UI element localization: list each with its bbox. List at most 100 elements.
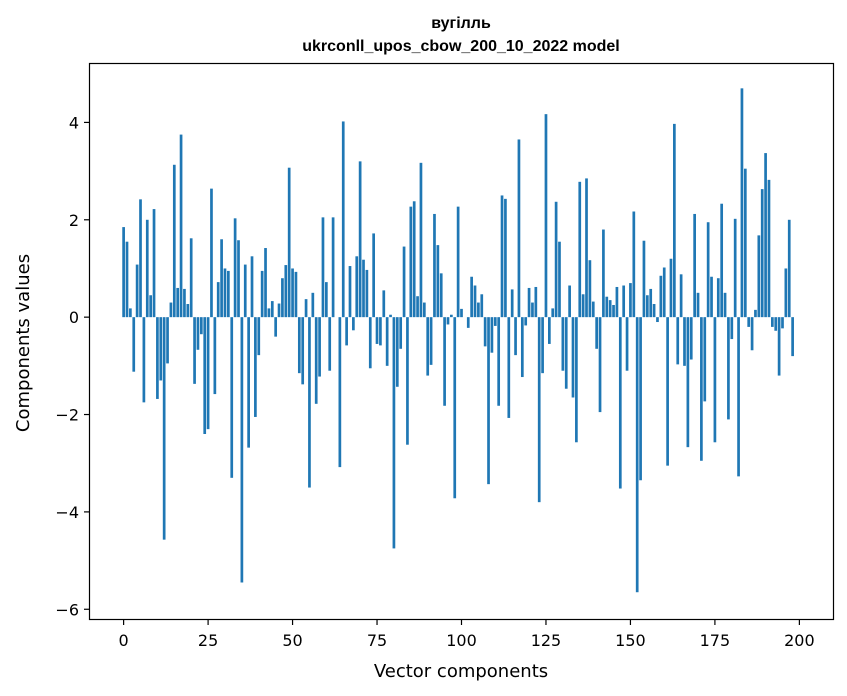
bar-170	[696, 292, 700, 318]
bar-125	[544, 114, 548, 318]
bar-157	[652, 304, 656, 318]
y-tick-label-2: 2	[69, 211, 79, 230]
bar-198	[791, 317, 794, 357]
y-tick-label--4: −4	[55, 503, 79, 522]
bar-119	[524, 317, 528, 326]
bar-89	[422, 302, 426, 318]
bar-108	[487, 317, 490, 485]
x-tick-label-0: 0	[119, 631, 129, 650]
bar-191	[767, 179, 771, 318]
bar-163	[673, 123, 676, 318]
bar-158	[656, 317, 659, 323]
bar-152	[635, 317, 639, 593]
bar-132	[568, 285, 571, 318]
bar-196	[784, 268, 788, 318]
bar-12	[162, 317, 166, 540]
bar-167	[686, 317, 690, 448]
bar-59	[321, 217, 325, 318]
bar-52	[297, 317, 301, 374]
bar-80	[392, 317, 396, 549]
bar-91	[429, 317, 433, 365]
bar-24	[203, 317, 207, 434]
bar-162	[669, 258, 673, 318]
bar-195	[781, 317, 784, 329]
bar-49	[287, 167, 291, 318]
bar-31	[227, 270, 230, 318]
bar-series	[122, 88, 794, 593]
bar-175	[713, 317, 717, 443]
bar-95	[443, 317, 446, 406]
bar-134	[575, 317, 578, 443]
bar-141	[598, 317, 602, 413]
bar-45	[274, 317, 278, 337]
bar-67	[348, 266, 352, 318]
bar-169	[693, 213, 696, 318]
bar-48	[284, 265, 288, 318]
bar-14	[169, 302, 173, 318]
bar-56	[311, 292, 315, 318]
bar-97	[450, 314, 453, 318]
bar-72	[365, 269, 369, 318]
bar-116	[514, 317, 517, 356]
bar-129	[558, 241, 561, 318]
x-tick-label-75: 75	[367, 631, 387, 650]
bar-30	[223, 268, 227, 318]
bar-54	[304, 299, 308, 318]
bar-183	[740, 88, 744, 318]
bar-87	[416, 296, 419, 318]
bar-102	[466, 317, 470, 328]
bar-112	[500, 195, 504, 318]
bar-177	[720, 203, 724, 318]
bar-171	[700, 317, 703, 461]
bar-138	[588, 260, 592, 318]
bar-33	[233, 218, 237, 318]
bar-69	[355, 256, 359, 318]
x-tick-label-125: 125	[531, 631, 562, 650]
chart-subtitle: ukrconll_upos_cbow_200_10_2022 model	[302, 38, 619, 55]
bar-160	[662, 267, 666, 318]
bar-178	[723, 292, 727, 318]
bar-74	[372, 233, 375, 318]
bar-76	[379, 317, 382, 346]
bar-46	[277, 303, 281, 318]
bar-103	[470, 276, 473, 318]
bar-36	[243, 264, 247, 318]
bar-19	[186, 304, 190, 318]
bar-100	[460, 308, 463, 318]
bar-150	[629, 283, 632, 318]
bar-53	[301, 317, 305, 385]
bar-29	[220, 239, 223, 318]
x-tick-label-25: 25	[198, 631, 218, 650]
y-axis-ticks: −6 −4 −2 0 2 4	[55, 113, 90, 619]
bar-174	[710, 276, 713, 318]
bar-20	[189, 238, 193, 318]
bar-90	[426, 317, 430, 376]
bar-149	[625, 317, 629, 371]
bar-61	[328, 317, 332, 371]
bar-114	[507, 317, 511, 418]
bar-6	[142, 317, 146, 403]
bar-188	[757, 235, 761, 318]
bar-136	[581, 294, 585, 318]
bar-172	[703, 317, 707, 402]
bar-66	[345, 317, 348, 346]
y-axis-label: Components values	[13, 254, 34, 432]
bar-107	[483, 317, 487, 347]
bar-166	[683, 317, 686, 366]
bar-179	[727, 317, 730, 420]
x-tick-label-200: 200	[784, 631, 815, 650]
bar-187	[754, 309, 757, 318]
bar-144	[608, 300, 612, 318]
bar-147	[618, 317, 622, 489]
bar-109	[490, 317, 494, 353]
bar-5	[139, 199, 142, 318]
bar-57	[314, 317, 318, 404]
bar-7	[145, 219, 149, 318]
bar-113	[504, 198, 507, 318]
y-tick-label--2: −2	[55, 406, 79, 425]
bar-173	[706, 222, 710, 318]
bar-94	[439, 273, 443, 318]
bar-13	[166, 317, 169, 364]
bar-93	[436, 245, 440, 318]
bar-32	[230, 317, 234, 478]
